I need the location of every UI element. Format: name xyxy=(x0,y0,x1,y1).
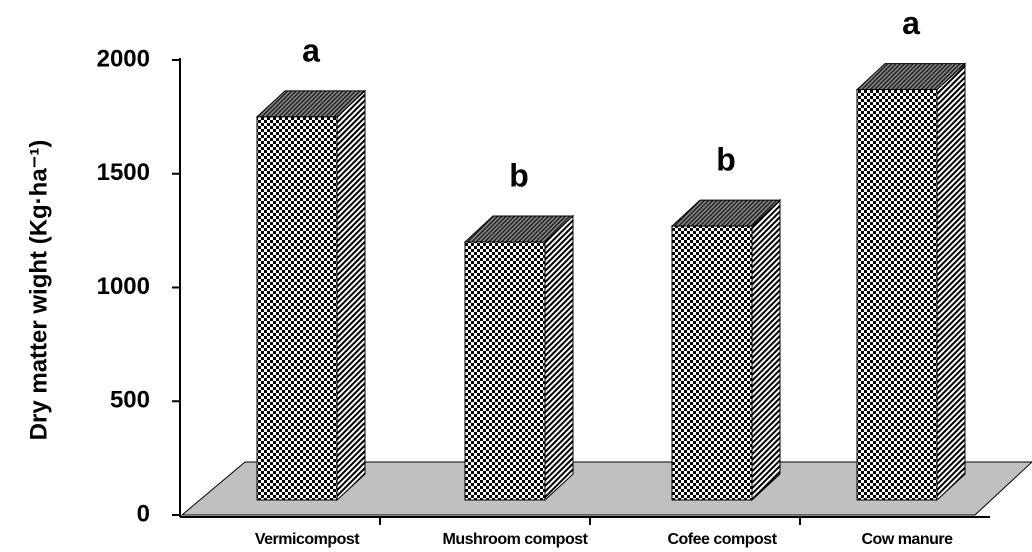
x-tick-label: Cofee compost xyxy=(667,531,777,548)
annotation: a xyxy=(902,5,920,41)
y-tick-label: 500 xyxy=(110,387,150,414)
annotation: b xyxy=(716,142,736,178)
x-tick-label: Vermicompost xyxy=(255,531,360,548)
annotation: a xyxy=(302,32,320,68)
y-tick-label: 1000 xyxy=(97,273,150,300)
y-tick-label: 1500 xyxy=(97,159,150,186)
bar xyxy=(671,225,753,501)
y-tick-label: 0 xyxy=(137,500,150,527)
bar xyxy=(464,241,546,501)
x-tick-label: Cow manure xyxy=(861,531,953,548)
y-axis-label: Dry matter wight (Kg·ha⁻¹) xyxy=(25,140,52,441)
bar-side xyxy=(936,62,966,502)
bar-side xyxy=(544,214,574,502)
y-tick-label: 2000 xyxy=(97,45,150,72)
x-tick-label: Mushroom compost xyxy=(443,531,589,548)
bar-side xyxy=(336,89,366,502)
annotation: b xyxy=(509,157,529,193)
floor xyxy=(180,461,1032,516)
bar xyxy=(256,116,338,501)
bar-side xyxy=(751,198,781,502)
bar xyxy=(856,89,938,501)
